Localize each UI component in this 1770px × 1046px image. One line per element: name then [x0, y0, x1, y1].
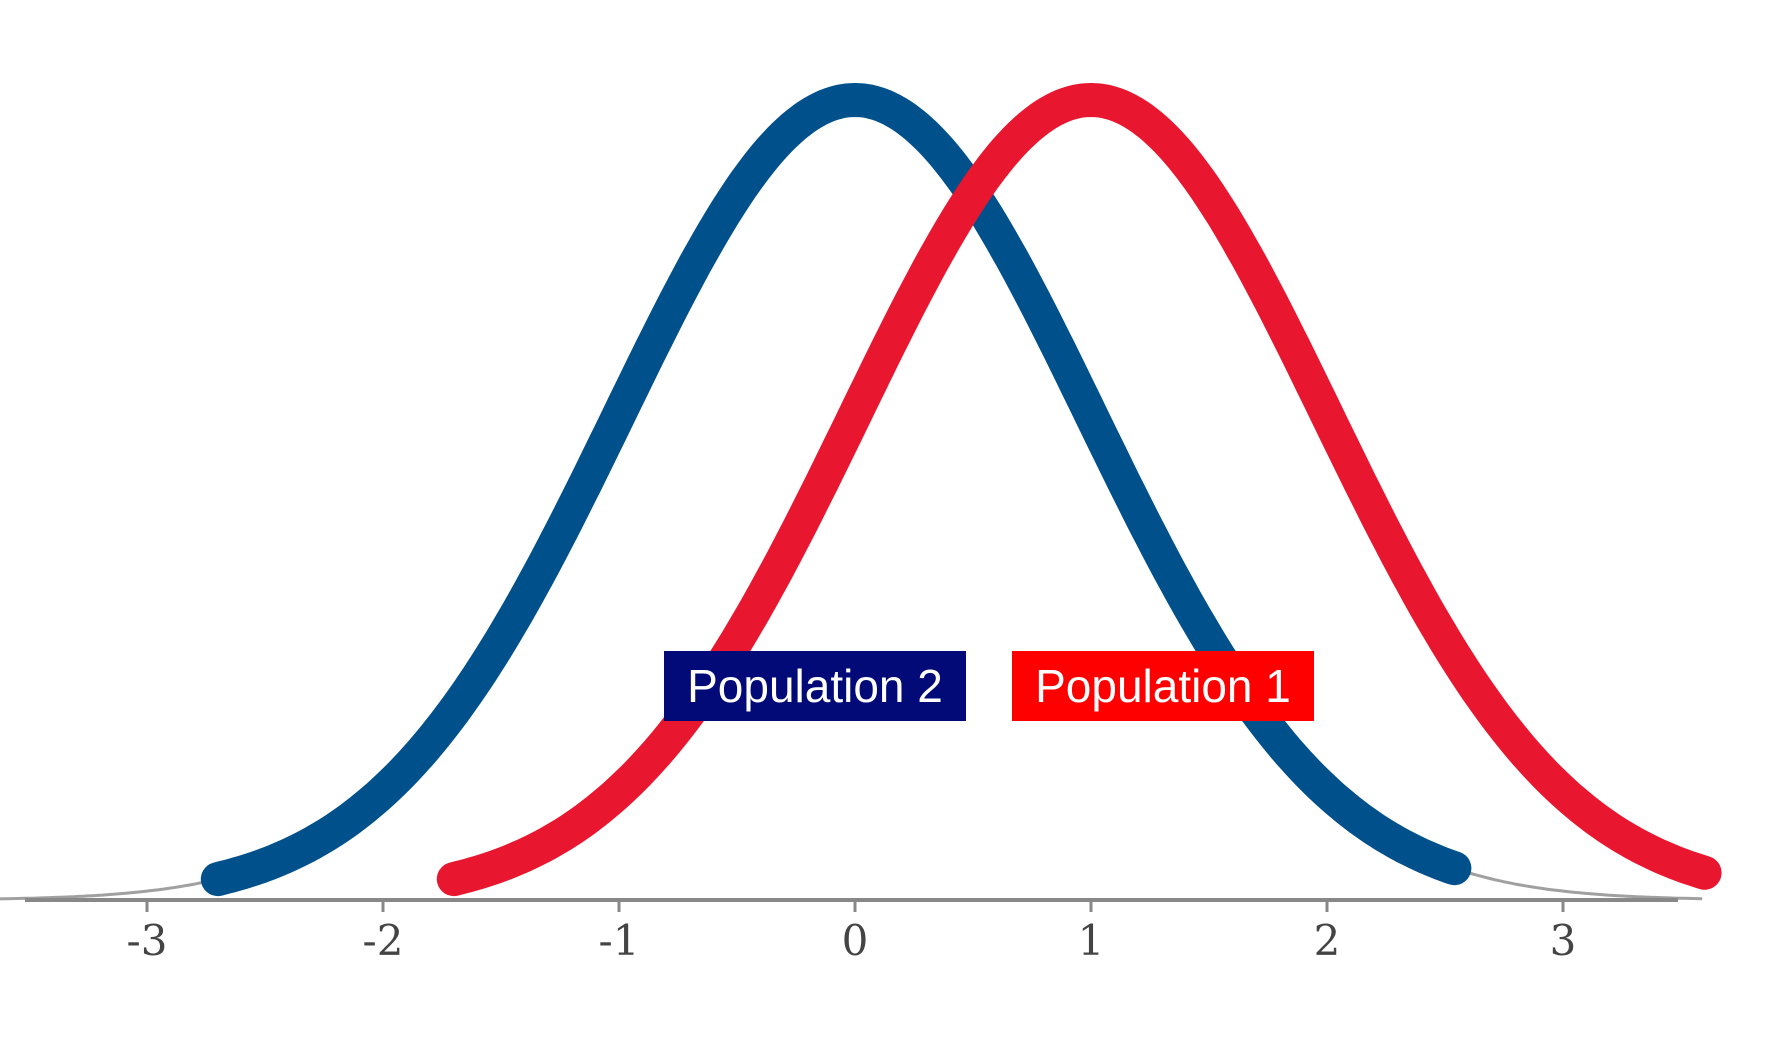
population-1-label: Population 1	[1035, 660, 1291, 712]
series-labels: Population 2 Population 1	[664, 651, 1314, 721]
curves	[200, 83, 1722, 897]
series-line-population-1	[436, 83, 1722, 897]
x-tick-label: 2	[1314, 916, 1341, 965]
population-1-label-bg	[1012, 651, 1314, 721]
population-2-label-bg	[664, 651, 966, 721]
reference-curve	[0, 98, 1703, 901]
x-tick-label: 0	[842, 916, 869, 965]
x-axis: -3 -2 -1 0 1 2 3	[0, 98, 1703, 965]
x-tick-label: -3	[127, 916, 168, 965]
x-tick-label: -2	[363, 916, 404, 965]
population-2-label: Population 2	[687, 660, 943, 712]
x-tick-label: 1	[1078, 916, 1105, 965]
x-tick-label: 3	[1550, 916, 1577, 965]
x-tick-label: -1	[599, 916, 640, 965]
